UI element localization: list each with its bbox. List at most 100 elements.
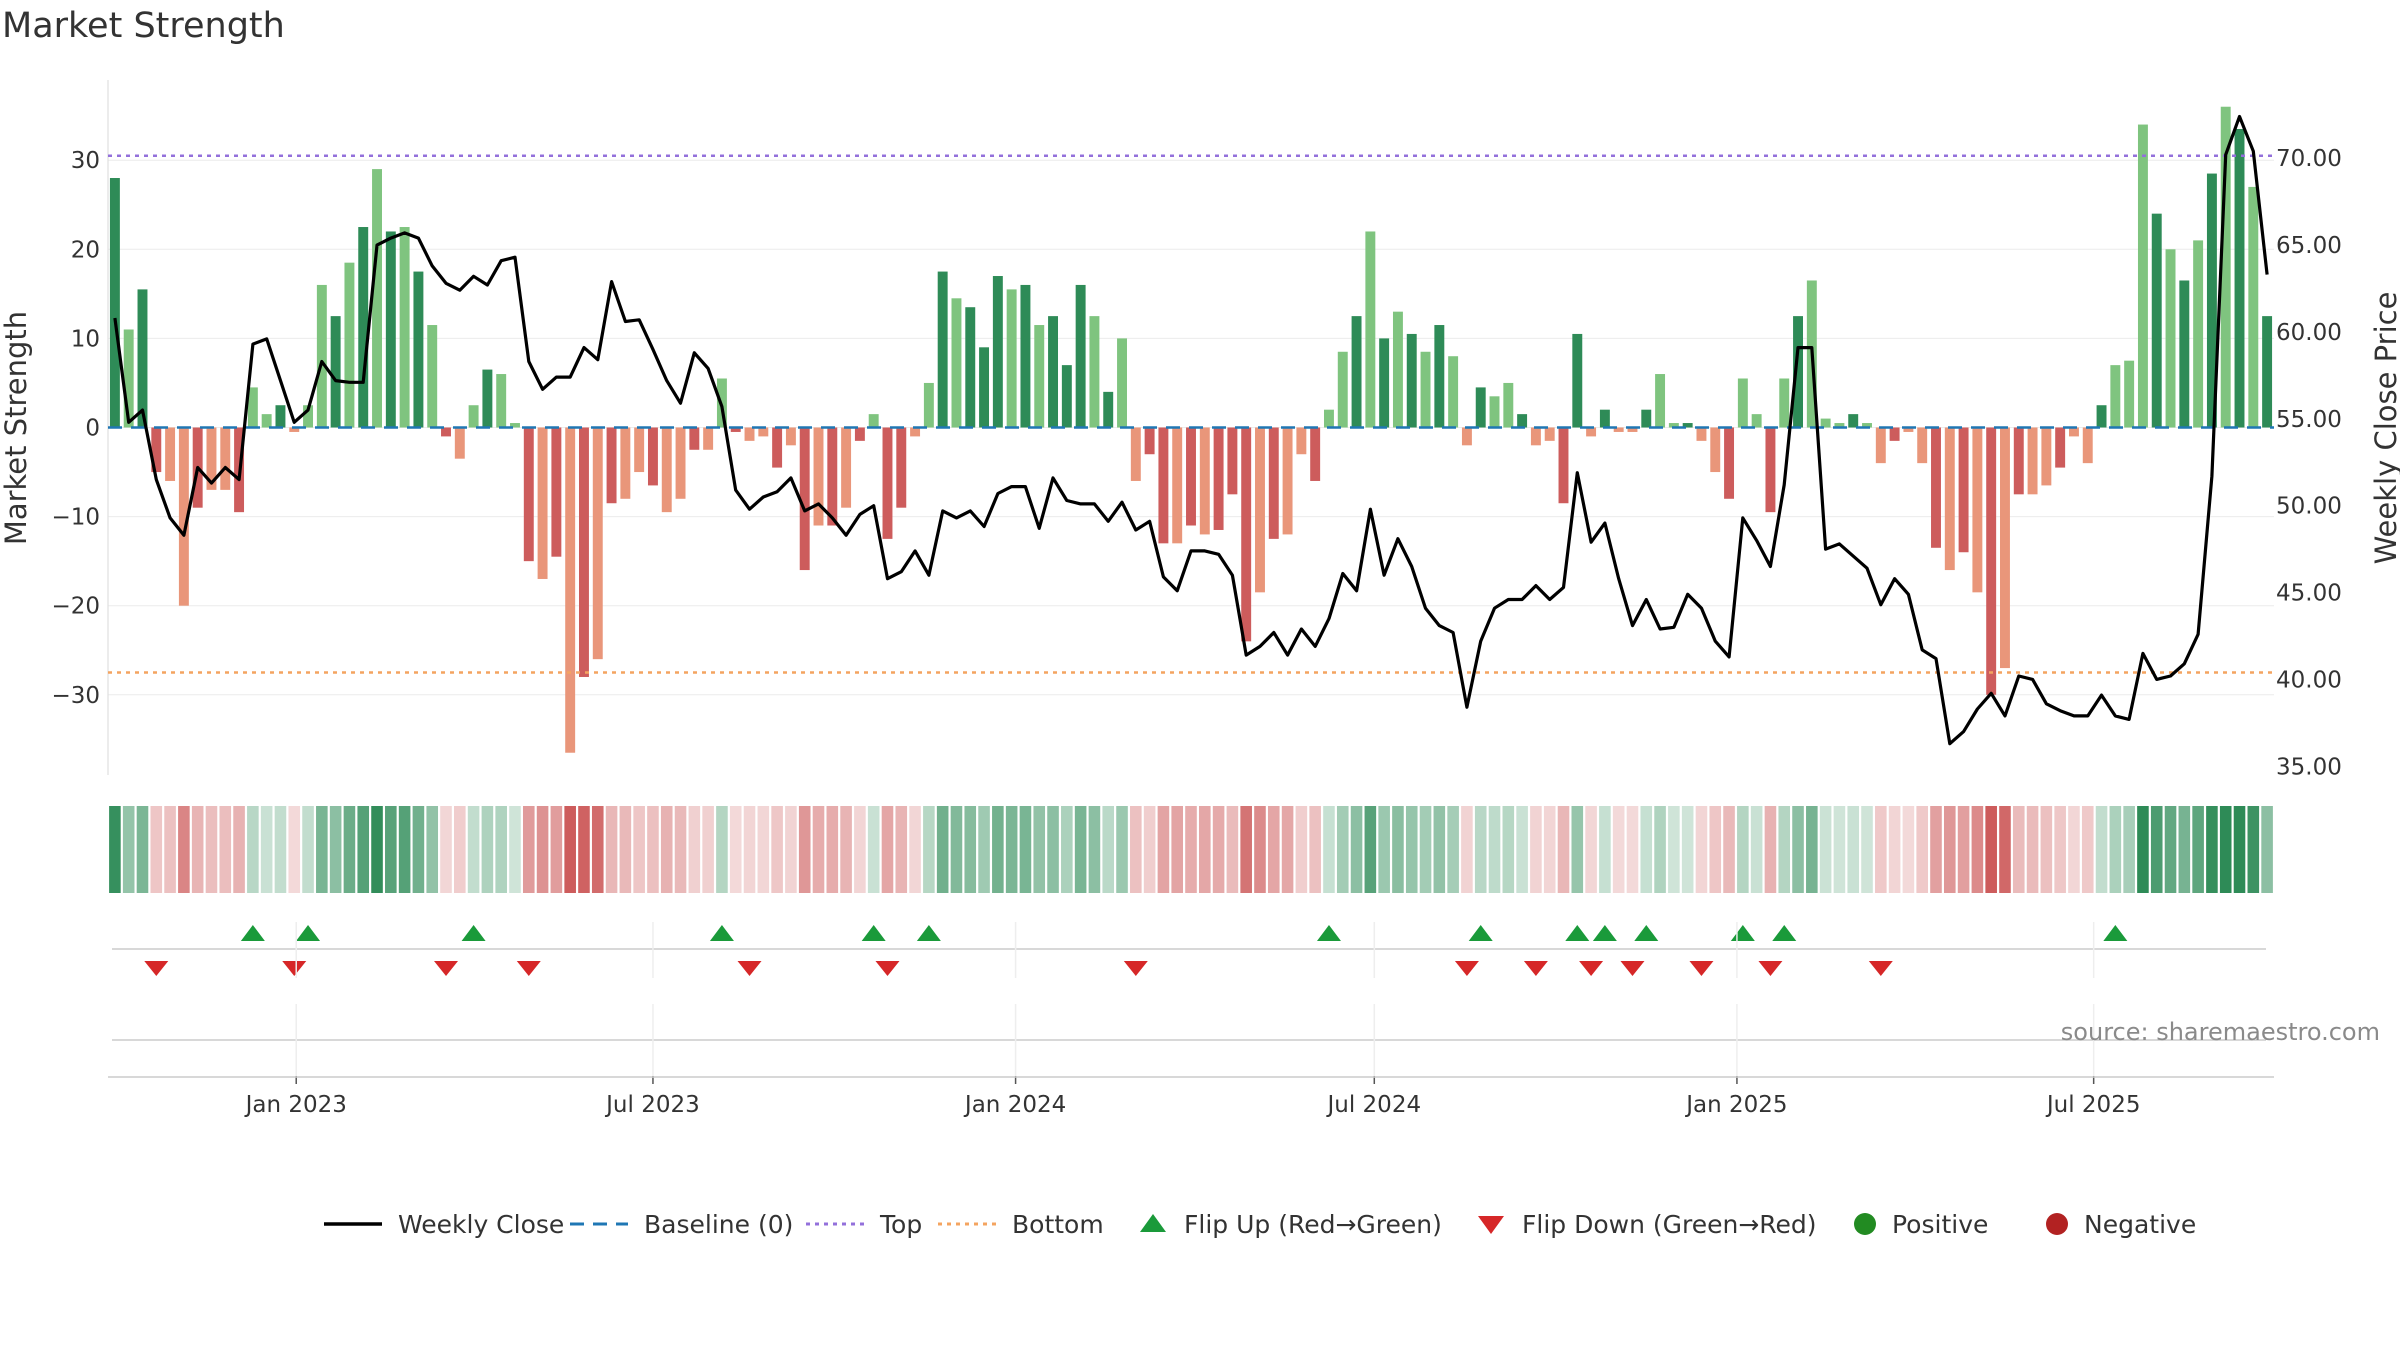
heat-cell xyxy=(1668,806,1680,893)
strength-bar xyxy=(1710,427,1721,473)
flip-up-marker xyxy=(1634,925,1659,941)
heat-cell xyxy=(1916,806,1928,893)
legend-item: Positive xyxy=(1854,1210,1988,1239)
heat-cell xyxy=(591,806,604,893)
heat-cell xyxy=(509,806,521,893)
strength-bar xyxy=(923,382,934,428)
strength-bar xyxy=(2000,427,2010,669)
strength-bar xyxy=(206,427,217,490)
strength-bar xyxy=(165,427,176,481)
heat-cell xyxy=(1626,806,1639,893)
right-tick-label: 60.00 xyxy=(2276,320,2342,346)
flip-down-marker xyxy=(282,961,307,976)
strength-bar xyxy=(496,374,507,428)
heat-cell xyxy=(1543,806,1556,893)
heat-cell xyxy=(522,806,535,893)
left-tick-label: 10 xyxy=(71,326,100,352)
strength-bar xyxy=(1227,427,1238,495)
flip-down-marker xyxy=(1620,961,1645,976)
heat-cell xyxy=(191,806,204,893)
heat-cell xyxy=(1750,806,1763,893)
strength-bar xyxy=(1834,423,1845,428)
legend-item: Bottom xyxy=(938,1210,1104,1239)
heat-cell xyxy=(1737,806,1749,893)
heat-cell xyxy=(1819,806,1832,893)
strength-bar xyxy=(827,427,838,526)
heat-cell xyxy=(2095,806,2108,893)
strength-bar xyxy=(220,427,231,490)
heat-cell xyxy=(1267,806,1280,893)
heat-cell xyxy=(1792,806,1804,893)
heat-cell xyxy=(992,806,1004,893)
heat-cell xyxy=(936,806,949,893)
heat-cell xyxy=(1240,806,1252,893)
strength-bar xyxy=(1627,427,1638,432)
strength-bar xyxy=(1599,409,1610,428)
flip-up-marker xyxy=(916,925,941,941)
flip-up-marker xyxy=(2103,925,2128,941)
heat-cell xyxy=(178,806,190,893)
strength-bar xyxy=(565,427,576,753)
strength-bar xyxy=(2220,106,2231,428)
flip-down-marker xyxy=(1758,961,1783,976)
heat-cell xyxy=(633,806,645,893)
strength-bar xyxy=(661,427,672,513)
strength-bar xyxy=(2124,360,2135,428)
legend-tri-up-swatch xyxy=(1140,1214,1166,1232)
strength-bar xyxy=(178,427,189,606)
strength-bar xyxy=(2013,427,2024,495)
heat-cell xyxy=(1226,806,1239,893)
strength-bar xyxy=(772,427,783,468)
strength-bar xyxy=(2151,213,2162,428)
legend-label: Top xyxy=(879,1210,922,1239)
flip-down-marker xyxy=(144,961,169,976)
legend-item: Flip Up (Red→Green) xyxy=(1140,1210,1442,1239)
strength-bars xyxy=(109,106,2273,753)
heat-cell xyxy=(812,806,825,893)
chart-title: Market Strength xyxy=(2,6,285,46)
strength-bar xyxy=(427,325,438,428)
x-axis: Jan 2023 Jul 2023 Jan 2024 Jul 2024 Jan 2025… xyxy=(108,922,2274,1118)
legend-item: Weekly Close xyxy=(324,1210,564,1239)
flip-down-marker xyxy=(1868,961,1893,976)
right-axis-title: Weekly Close Price xyxy=(2369,292,2400,565)
heat-cell xyxy=(2164,806,2177,893)
right-tick-label: 65.00 xyxy=(2276,233,2342,259)
heat-cell xyxy=(1599,806,1611,893)
strength-bar xyxy=(523,427,534,562)
strength-bar xyxy=(813,427,824,526)
heat-cell xyxy=(1875,806,1887,893)
heat-cell xyxy=(605,806,618,893)
legend-label: Bottom xyxy=(1012,1210,1104,1239)
strength-bar xyxy=(482,369,493,428)
strength-bar xyxy=(744,427,755,441)
heat-cell xyxy=(343,806,356,893)
heat-cell xyxy=(316,806,328,893)
strength-bar xyxy=(1006,289,1017,428)
heat-cell xyxy=(1943,806,1956,893)
strength-bar xyxy=(606,427,617,504)
weekly-close-line-group xyxy=(113,114,2269,746)
strength-bar xyxy=(2082,427,2093,464)
legend-tri-down-swatch xyxy=(1478,1216,1504,1234)
strength-bar xyxy=(1572,333,1583,428)
strength-bar xyxy=(675,427,686,499)
strength-bar xyxy=(1434,325,1445,428)
strength-bar xyxy=(841,427,852,508)
strength-bar xyxy=(1972,427,1983,593)
heat-cell xyxy=(2192,806,2204,893)
strength-bar xyxy=(510,423,520,428)
left-axis: 30 20 10 0 −10 −20 −30 xyxy=(51,148,100,709)
heat-cell xyxy=(1985,806,1997,893)
heat-cell xyxy=(1185,806,1197,893)
flip-down-marker xyxy=(737,961,762,976)
heat-cell xyxy=(1171,806,1183,893)
strength-bar xyxy=(1503,382,1514,428)
strength-bar xyxy=(1379,338,1390,428)
heat-cell xyxy=(881,806,894,893)
heat-cell xyxy=(923,806,935,893)
heat-cell xyxy=(1888,806,1901,893)
heat-cell xyxy=(2178,806,2191,893)
heat-cell xyxy=(2068,806,2080,893)
strength-bar xyxy=(1944,427,1955,571)
